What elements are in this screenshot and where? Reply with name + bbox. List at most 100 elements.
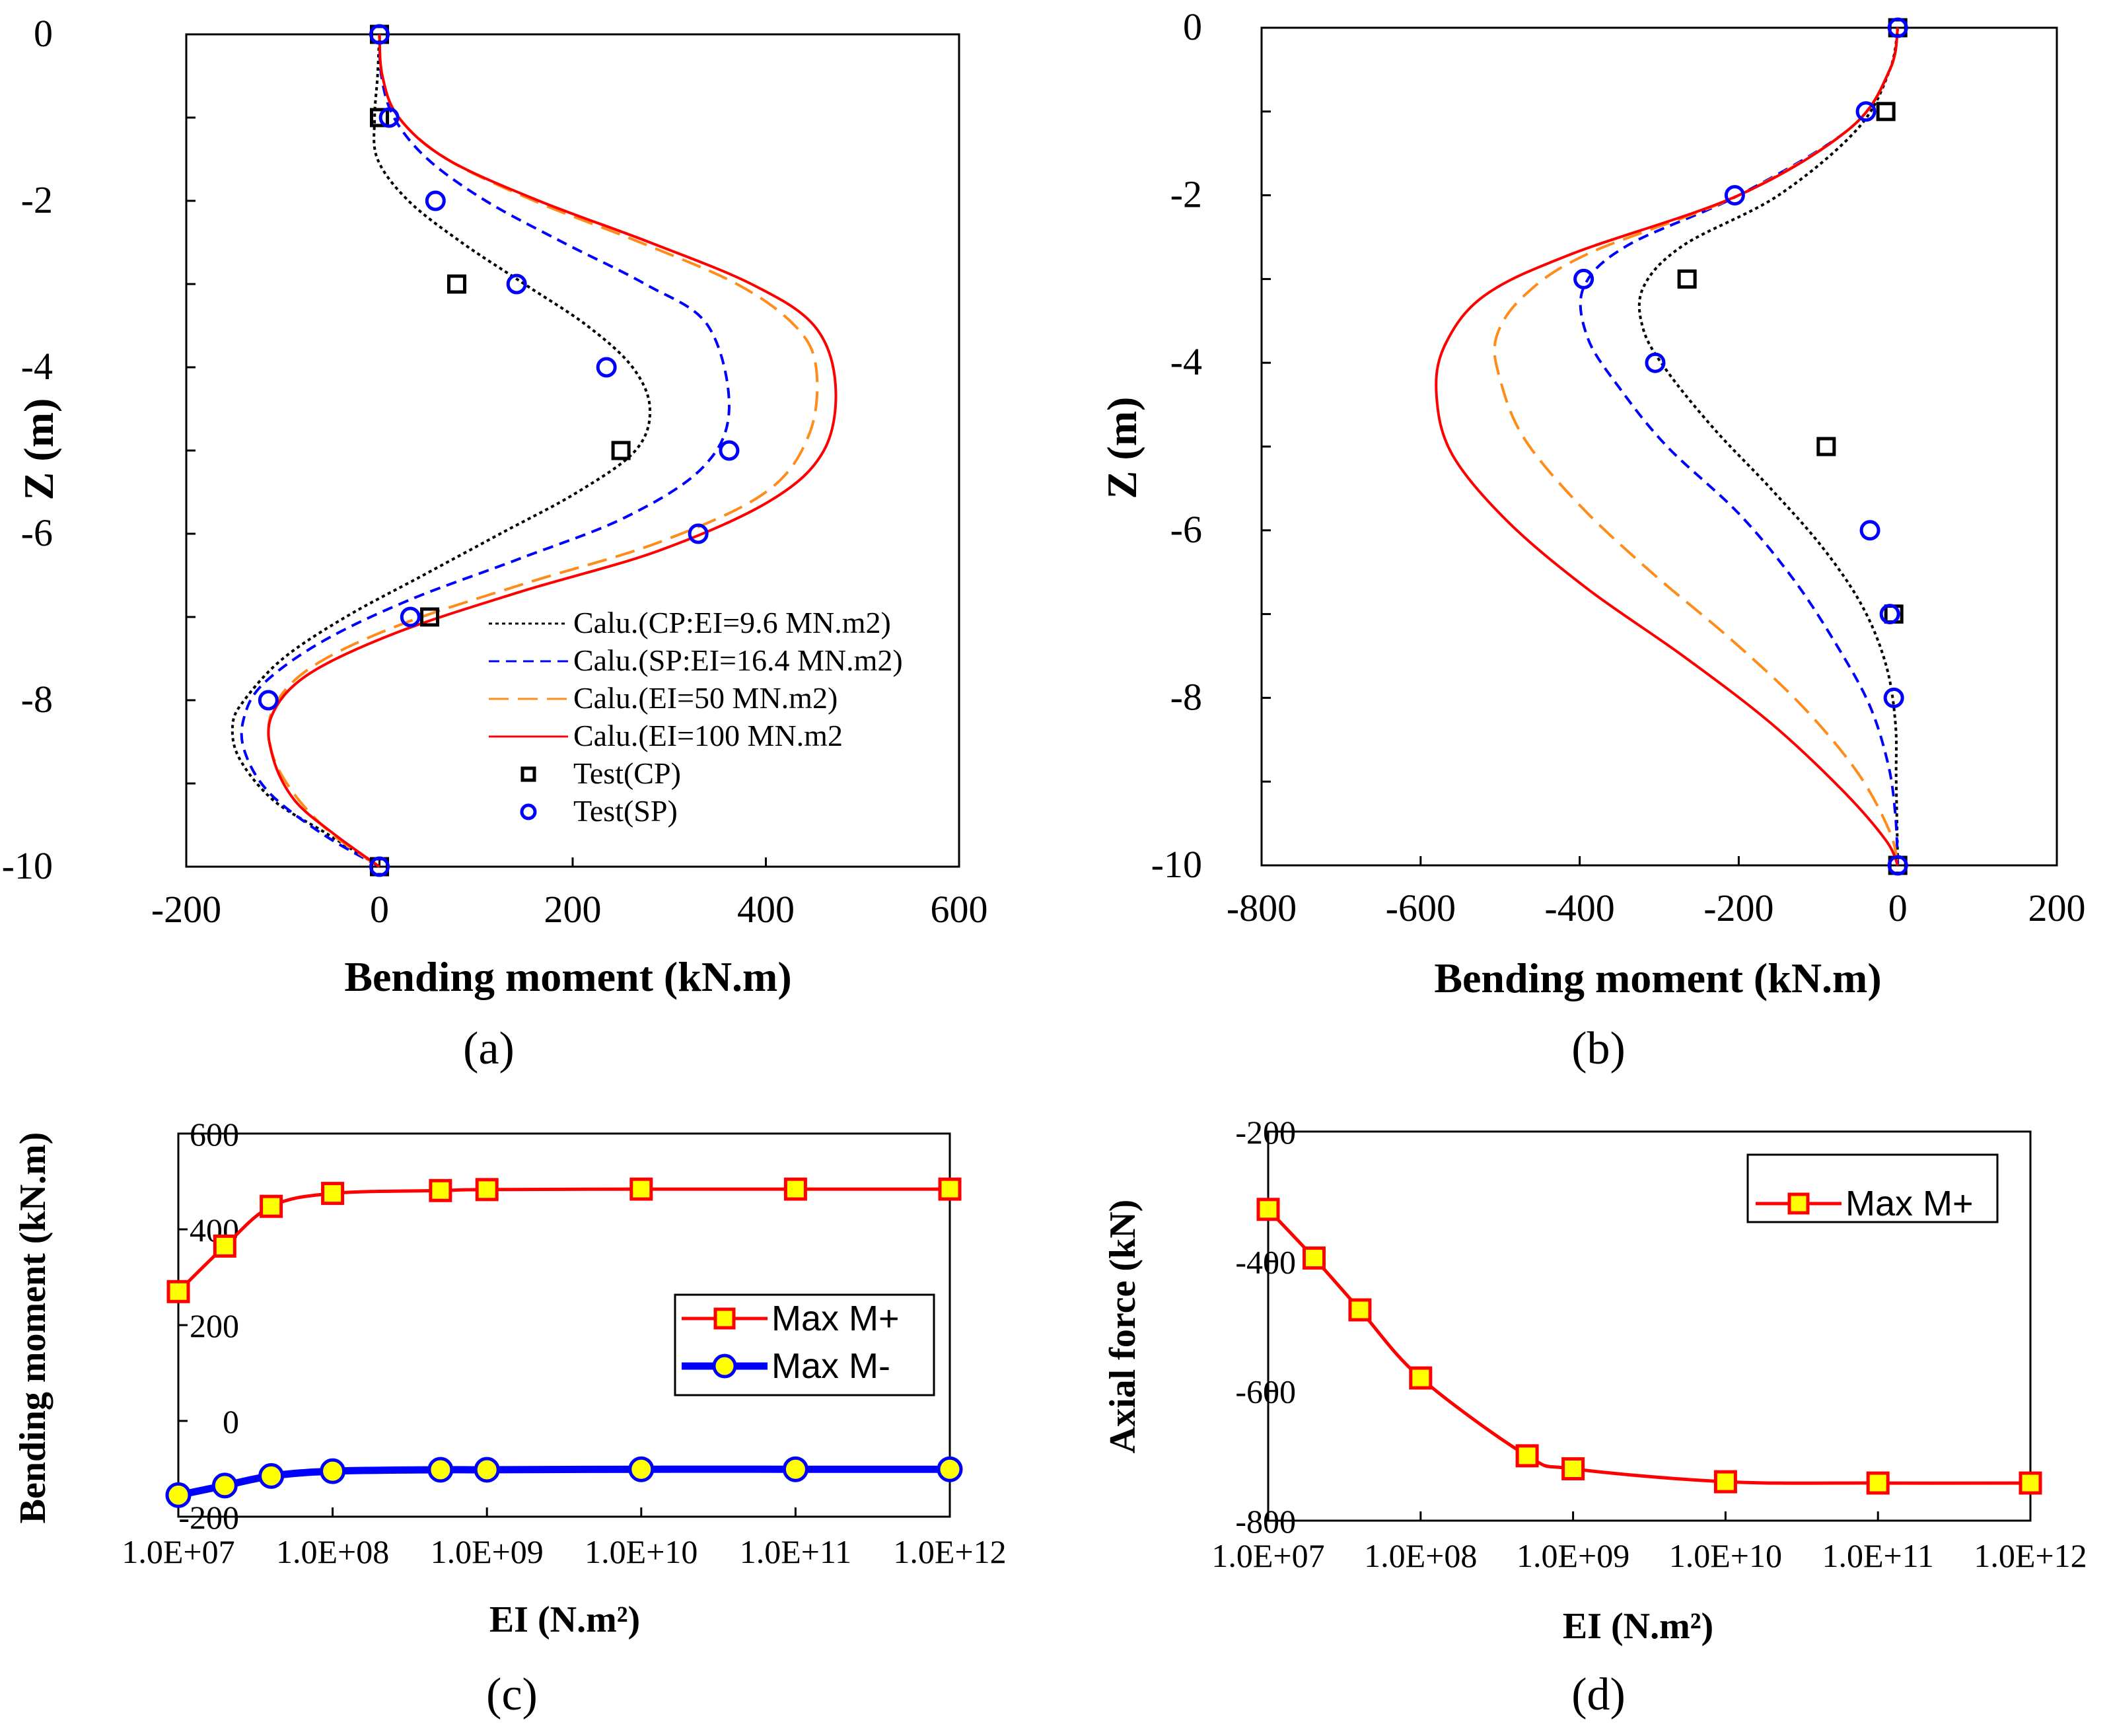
x-tick-label: -400	[1544, 886, 1614, 929]
data-point	[1561, 1457, 1585, 1480]
data-point	[475, 1178, 499, 1202]
data-point-test-sp-	[425, 190, 446, 211]
series-line-1	[240, 34, 731, 868]
series-line-3	[1435, 27, 1900, 866]
y-tick-label: -4	[1170, 340, 1202, 383]
x-tick-label: 200	[2028, 886, 2086, 929]
legend-marker	[713, 1307, 736, 1330]
data-point-test-sp-	[400, 606, 421, 628]
x-tick-label: 1.0E+12	[1974, 1537, 2087, 1574]
y-axis-label: Axial force (kN)	[1102, 1200, 1143, 1454]
data-point-test-cp-	[1876, 102, 1896, 122]
y-tick-label: -6	[1170, 508, 1202, 551]
data-point	[258, 1463, 285, 1489]
y-tick-label: -6	[21, 511, 53, 554]
data-point	[427, 1457, 454, 1483]
data-point-test-cp-	[611, 441, 631, 460]
data-point-test-sp-	[1645, 352, 1666, 373]
data-point	[1302, 1246, 1326, 1270]
y-tick-label: -600	[1235, 1373, 1296, 1410]
data-point	[1713, 1470, 1737, 1494]
legend-label: Max M-	[771, 1346, 890, 1386]
x-tick-label: 1.0E+07	[1211, 1537, 1324, 1574]
y-tick-label: -10	[2, 844, 53, 887]
x-tick-label: 200	[544, 888, 602, 931]
data-point	[166, 1280, 190, 1303]
series-line-0	[231, 34, 652, 868]
x-axis-label: Bending moment (kN.m)	[344, 953, 791, 1000]
x-tick-label: 1.0E+11	[740, 1533, 851, 1570]
series-line-0	[1267, 1208, 2031, 1485]
data-point-test-sp-	[369, 856, 390, 877]
y-axis-label: Bending moment (kN.m)	[13, 1132, 54, 1524]
plot-frame	[185, 33, 960, 868]
data-point-test-sp-	[1573, 268, 1594, 289]
data-point-test-sp-	[1887, 855, 1908, 876]
data-point-test-cp-	[420, 607, 440, 627]
data-point	[321, 1182, 345, 1206]
legend-marker	[520, 803, 537, 820]
panel-caption: (d)	[1571, 1669, 1626, 1720]
legend-label: Test(SP)	[573, 794, 678, 828]
data-point	[1256, 1198, 1280, 1221]
data-point	[260, 1194, 283, 1218]
legend-marker	[1787, 1192, 1810, 1215]
data-point-test-sp-	[378, 107, 400, 128]
data-point	[782, 1456, 808, 1482]
y-axis-label: Z (m)	[15, 398, 62, 501]
y-tick-label: -8	[21, 678, 53, 721]
data-point-test-sp-	[1879, 604, 1900, 625]
data-point-test-sp-	[1883, 687, 1904, 708]
data-point-test-sp-	[1859, 520, 1880, 541]
x-tick-label: 0	[1888, 886, 1908, 929]
x-tick-label: -600	[1386, 886, 1456, 929]
data-point	[1348, 1298, 1372, 1322]
x-tick-label: -200	[151, 888, 221, 931]
legend-label: Test(CP)	[573, 756, 681, 790]
y-tick-label: -10	[1151, 843, 1202, 886]
x-tick-label: 0	[370, 888, 389, 931]
data-point-test-sp-	[596, 357, 617, 378]
x-tick-label: -200	[1703, 886, 1773, 929]
data-point	[474, 1457, 500, 1483]
data-point	[429, 1178, 452, 1202]
x-tick-label: 1.0E+10	[585, 1533, 698, 1570]
legend-label: Calu.(SP:EI=16.4 MN.m2)	[573, 643, 903, 677]
legend-marker	[520, 766, 536, 782]
data-point	[213, 1234, 236, 1258]
series-line-0	[177, 1187, 950, 1293]
y-tick-label: -400	[1235, 1243, 1296, 1280]
series-line-2	[1493, 27, 1900, 866]
y-tick-label: 600	[190, 1116, 239, 1153]
x-tick-label: -800	[1227, 886, 1297, 929]
series-line-3	[267, 34, 838, 868]
plot-frame	[1260, 26, 2058, 867]
data-point	[2019, 1471, 2042, 1495]
panel-a: 0 -2 -4 -6 -8 -10 -200 0 200 400 600 Bending moment…	[2, 12, 988, 1074]
x-tick-label: 1.0E+10	[1669, 1537, 1782, 1574]
x-tick-label: 600	[931, 888, 988, 931]
legend-label: Max M+	[1845, 1184, 1974, 1223]
data-point	[628, 1456, 655, 1482]
data-point	[783, 1177, 807, 1201]
data-point-test-sp-	[1887, 17, 1908, 38]
y-tick-label: -2	[1170, 173, 1202, 216]
y-axis-label: Z (m)	[1098, 397, 1145, 499]
data-point-test-sp-	[506, 273, 527, 295]
legend-label: Calu.(CP:EI=9.6 MN.m2)	[573, 606, 891, 639]
data-point	[165, 1482, 192, 1508]
x-tick-label: 400	[737, 888, 795, 931]
y-tick-label: 0	[34, 12, 53, 55]
y-tick-label: 0	[223, 1403, 239, 1440]
panel-caption: (a)	[463, 1023, 515, 1074]
legend-label: Calu.(EI=100 MN.m2	[573, 719, 843, 752]
y-tick-label: -200	[1235, 1114, 1296, 1151]
x-tick-label: 1.0E+09	[1517, 1537, 1629, 1574]
x-axis-label: EI (N.m²)	[489, 1599, 640, 1640]
data-point	[320, 1458, 346, 1484]
panel-caption: (b)	[1571, 1023, 1626, 1074]
x-tick-label: 1.0E+08	[276, 1533, 389, 1570]
x-tick-label: 1.0E+12	[893, 1533, 1006, 1570]
